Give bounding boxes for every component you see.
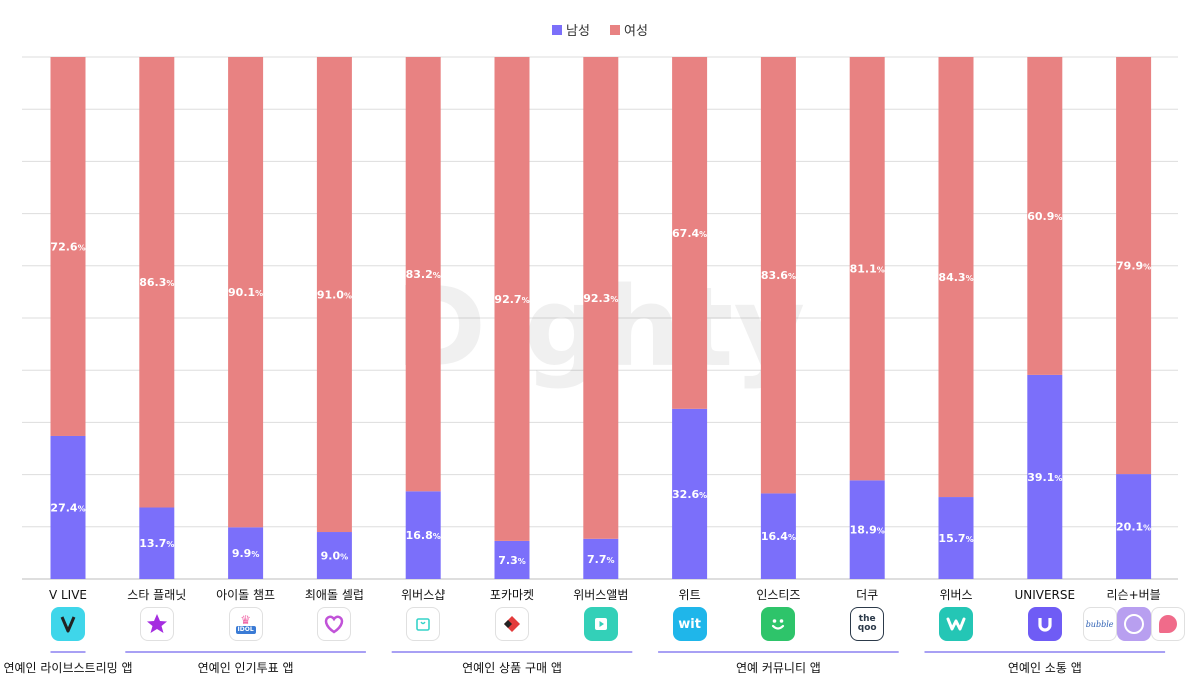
bar-male (405, 491, 441, 579)
bar-male (583, 538, 619, 579)
lysn-bubble-icon (1116, 607, 1151, 641)
universe-icon (1027, 607, 1062, 641)
x-tick-label: 아이돌 챔프 (216, 587, 275, 602)
bar-male (760, 493, 796, 579)
bar-male (1116, 474, 1152, 579)
category-groups: 연예인 라이브스트리밍 앱 연예인 인기투표 앱 연예인 상품 구매 앱 연예 커뮤니… (3, 651, 1166, 675)
bar-female (494, 57, 530, 541)
data-label: 32.6% (672, 488, 707, 501)
group-label: 연예인 인기투표 앱 (198, 661, 294, 675)
wit-icon: wit (672, 607, 707, 641)
data-label: 20.1% (1116, 521, 1151, 534)
bar-male (494, 540, 530, 579)
x-tick-label: 더쿠 (856, 588, 878, 602)
data-label: 72.6% (50, 240, 85, 253)
lysn-bubble-icon: bubble (1082, 607, 1117, 641)
bar-male (672, 408, 708, 579)
weverse-icon (939, 607, 973, 641)
legend-swatch-male (552, 25, 562, 35)
data-label: 18.9% (850, 524, 885, 537)
bars (50, 57, 1152, 579)
bar-female (672, 57, 708, 409)
bar-male (1027, 374, 1063, 579)
data-label: 27.4% (50, 501, 85, 514)
x-tick-label: 위버스샵 (401, 588, 445, 602)
data-label: 7.3% (498, 554, 526, 567)
data-label: 90.1% (228, 286, 263, 299)
data-label: 91.0% (317, 289, 352, 302)
data-label: 13.7% (139, 537, 174, 550)
data-label: 60.9% (1027, 210, 1062, 223)
bar-female (1116, 57, 1152, 475)
x-tick-label: 인스티즈 (756, 588, 800, 602)
group-label: 연예인 상품 구매 앱 (462, 661, 562, 675)
data-label: 83.2% (406, 268, 441, 281)
x-tick-label: 리슨+버블 (1106, 588, 1160, 602)
data-labels: 27.4% 72.6% 13.7% 86.3% 9.9% 90.1% 9.0% 91.0% 16… (50, 210, 1151, 567)
data-label: 16.4% (761, 530, 796, 543)
x-tick-label: 포카마켓 (490, 588, 534, 602)
idol-champ-logo-text: IDOL (235, 626, 256, 634)
x-tick-label: 위버스 (939, 588, 972, 602)
bar-male (316, 532, 352, 579)
weverse-shop-icon (406, 607, 441, 641)
data-label: 84.3% (938, 271, 973, 284)
x-tick-label: V LIVE (49, 588, 87, 602)
x-tick-label: 위버스앨범 (573, 588, 628, 602)
lysn-bubble-icon (1150, 607, 1185, 641)
vlive-icon (51, 607, 85, 641)
pocamarket-icon (495, 607, 529, 641)
legend-label-male: 남성 (566, 24, 590, 39)
legend: 남성 여성 (552, 24, 648, 39)
data-label: 9.0% (321, 550, 349, 563)
bar-male (139, 507, 175, 579)
x-tick-labels: V LIVE 스타 플래닛 아이돌 챔프 최애돌 셀럽 위버스샵 포카마켓 위버스앨범 위트 인… (49, 587, 1161, 602)
data-label: 9.9% (232, 547, 260, 560)
theqoo-icon: the qoo (850, 607, 885, 641)
legend-label-female: 여성 (624, 24, 648, 39)
data-label: 81.1% (850, 263, 885, 276)
bar-female (1027, 57, 1063, 375)
data-label: 16.8% (406, 529, 441, 542)
data-label: 83.6% (761, 269, 796, 282)
bar-female (583, 57, 619, 539)
bar-female (228, 57, 264, 528)
x-tick-label: 최애돌 셀럽 (305, 588, 364, 602)
bar-female (405, 57, 441, 492)
bar-male (228, 527, 264, 579)
weverse-album-icon (583, 607, 618, 641)
group-label: 연예인 라이브스트리밍 앱 (3, 661, 132, 675)
instiz-icon (761, 607, 796, 641)
star-planet-icon (139, 607, 174, 641)
group-label: 연예인 소통 앱 (1008, 661, 1082, 675)
bar-female (938, 57, 974, 498)
wit-logo-text: wit (678, 616, 701, 632)
bar-female (316, 57, 352, 533)
bubble-logo-text: bubble (1085, 619, 1114, 629)
bar-male (938, 497, 974, 579)
bar-male (50, 435, 86, 579)
data-label: 67.4% (672, 227, 707, 240)
bar-female (139, 57, 175, 508)
data-label: 39.1% (1027, 471, 1062, 484)
group-label: 연예 커뮤니티 앱 (736, 661, 821, 675)
bar-female (849, 57, 885, 481)
theqoo-logo-text: the qoo (857, 614, 877, 633)
data-label: 15.7% (938, 532, 973, 545)
data-label: 79.9% (1116, 260, 1151, 273)
bar-female (50, 57, 86, 436)
legend-swatch-female (610, 25, 620, 35)
bar-female (760, 57, 796, 494)
data-label: 7.7% (587, 553, 615, 566)
idol-champ-icon: ♛ IDOL (228, 607, 263, 641)
data-label: 92.7% (494, 293, 529, 306)
choeaedol-icon (317, 607, 352, 641)
data-label: 92.3% (583, 292, 618, 305)
x-tick-label: 스타 플래닛 (127, 588, 186, 602)
bar-male (849, 480, 885, 579)
x-tick-label: UNIVERSE (1014, 588, 1075, 602)
data-label: 86.3% (139, 276, 174, 289)
x-tick-label: 위트 (679, 588, 701, 602)
